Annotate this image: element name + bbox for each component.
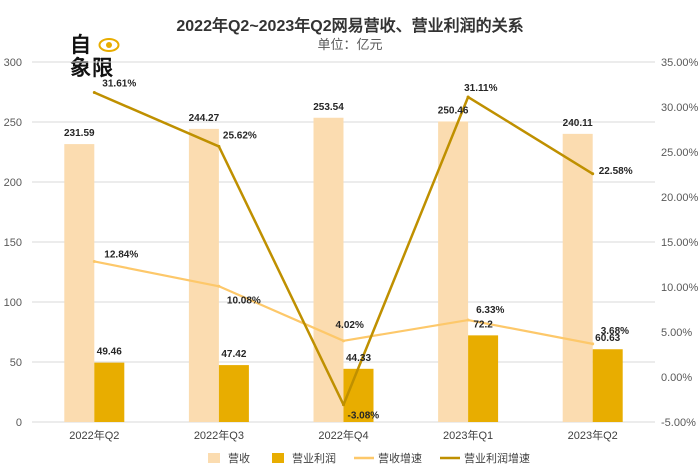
brand-logo-line2: 象限 [70,57,114,80]
y-right-tick-label: 35.00% [661,57,699,69]
x-tick-label: 2022年Q2 [69,428,119,442]
bar-series [64,117,623,423]
x-tick-label: 2022年Q4 [318,428,368,442]
line-point [591,342,595,346]
line-point [217,284,221,288]
line-value-label: 31.61% [102,79,136,90]
bar-value-label: 72.2 [473,319,493,330]
brand-logo-line1: 自 [70,34,92,57]
y-left-tick-label: 200 [4,177,22,189]
y-left-tick-label: 100 [4,297,22,309]
line-value-label: 12.84% [104,249,138,260]
y-left-tick-label: 0 [16,417,22,429]
legend-item: 营业利润 [272,451,336,465]
y-left-tick-label: 50 [10,357,22,369]
bar-营收 [188,128,219,422]
line-value-label: 10.08% [227,295,261,306]
bar-营业利润 [592,349,623,422]
line-point [342,339,345,343]
line-value-label: 4.02% [336,320,364,331]
bar-value-label: 250.46 [438,105,469,116]
y-right-tick-label: 25.00% [661,147,699,159]
bar-value-label: 60.63 [595,333,620,344]
y-left-tick-label: 300 [4,57,22,69]
line-value-label: 3.68% [601,326,629,337]
legend-item: 营收增速 [354,451,422,465]
brand-logo: 自 象限 [70,34,114,80]
legend-item: 营业利润增速 [440,451,530,465]
legend-label: 营收 [228,451,250,465]
line-point [591,172,595,176]
line-value-label: 31.11% [464,83,497,94]
line-value-label: 22.58% [599,166,633,177]
bar-value-label: 44.33 [346,353,371,364]
line-series [92,91,595,407]
line-point [92,259,96,263]
data-labels: 231.59 244.27 253.54 250.46 240.11 49.46 47.42… [64,79,633,422]
line-point [466,318,470,322]
legend-item: 营收 [208,451,250,465]
bar-营业利润 [218,365,249,422]
bar-营收 [64,144,95,423]
line-value-label: 25.62% [223,130,257,141]
legend-label: 营业利润 [292,451,336,465]
legend-swatch [272,453,284,463]
x-tick-label: 2023年Q1 [443,428,493,442]
bar-value-label: 253.54 [313,102,344,113]
line-point [342,403,345,407]
bar-value-label: 49.46 [97,347,122,358]
line-point [217,144,221,148]
bar-value-label: 244.27 [189,113,220,124]
legend-label: 营业利润增速 [464,451,530,465]
x-tick-label: 2022年Q3 [194,428,244,442]
legend-swatch [208,453,220,463]
eye-icon [98,38,120,52]
line-point [466,95,470,99]
axes: 0 50 100 150 200 250 300 -5.00% 0.00% 5.00% 10.00%… [4,57,699,442]
y-left-tick-label: 150 [4,237,22,249]
bar-营业利润 [468,335,499,422]
y-left-tick-label: 250 [4,117,22,129]
line-value-label: 6.33% [476,305,504,316]
bar-value-label: 240.11 [563,118,593,129]
y-right-tick-label: 0.00% [661,372,692,384]
chart-subtitle: 单位：亿元 [317,37,383,52]
bar-value-label: 231.59 [64,128,95,139]
y-right-tick-label: 5.00% [661,327,692,339]
bar-营收 [562,133,593,423]
y-right-tick-label: -5.00% [661,417,696,429]
bar-value-label: 47.42 [221,349,246,360]
y-right-tick-label: 30.00% [661,102,699,114]
y-right-tick-label: 15.00% [661,237,699,249]
bar-营业利润 [94,362,125,422]
line-point [92,91,96,95]
legend: 营收 营业利润 营收增速 营业利润增速 [208,451,530,465]
line-value-label: -3.08% [348,411,380,422]
bar-营收 [438,121,469,422]
y-right-tick-label: 10.00% [661,282,699,294]
legend-label: 营收增速 [378,451,422,465]
y-right-tick-label: 20.00% [661,192,699,204]
x-tick-label: 2023年Q2 [568,428,618,442]
chart-title: 2022年Q2~2023年Q2网易营收、营业利润的关系 [176,18,524,35]
